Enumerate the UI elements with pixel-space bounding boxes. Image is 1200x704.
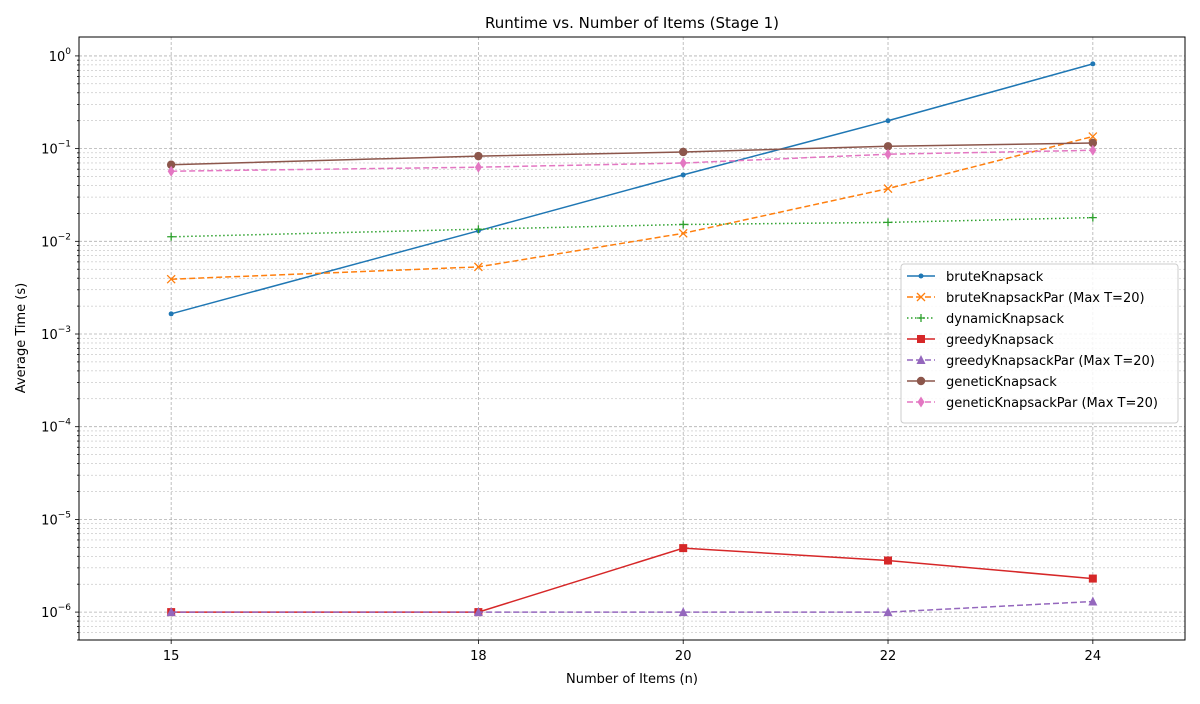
legend-item: geneticKnapsack [907,375,1057,390]
data-point [885,118,891,124]
data-point [474,151,483,161]
legend: bruteKnapsack bruteKnapsackPar (Max T=20)… [900,263,1179,424]
series-line [171,135,1093,280]
data-point [884,148,892,160]
legend-label: greedyKnapsackPar (Max T=20) [946,354,1155,369]
data-point [1088,596,1098,606]
data-point [166,160,176,169]
data-point [1089,144,1097,156]
legend-marker [917,335,925,343]
legend-item: greedyKnapsack [907,333,1054,348]
legend-label: bruteKnapsack [946,270,1044,285]
legend-marker [917,396,925,408]
legend-marker [916,376,926,386]
series-geneticKnapsack [166,138,1098,169]
data-point [679,147,688,157]
data-point [168,311,174,317]
series-group [166,61,1098,617]
data-point [167,165,175,177]
legend-marker [918,273,924,279]
legend-item: greedyKnapsackPar (Max T=20) [907,354,1155,369]
legend-marker [916,355,926,364]
data-point [474,225,483,234]
data-point [1088,213,1097,222]
series-geneticKnapsackPar (Max T=20) [167,144,1097,177]
series-line [171,216,1093,238]
x-tick-label: 18 [470,649,487,664]
legend-label: geneticKnapsackPar (Max T=20) [946,396,1158,411]
data-point [883,184,893,194]
series-greedyKnapsack [167,544,1097,617]
y-tick-label: 10−5 [41,510,71,528]
series-line [171,142,1093,166]
y-tick-label: 10−1 [41,140,71,158]
series-greedyKnapsackPar (Max T=20) [166,596,1098,617]
legend-marker [917,314,925,322]
data-point [883,607,893,617]
data-point [679,220,688,229]
data-point [473,262,483,272]
x-tick-label: 15 [163,649,180,664]
data-point [884,556,893,565]
y-tick-label: 10−4 [41,418,71,436]
series-line [171,547,1093,613]
legend-marker [916,292,926,302]
data-point [679,157,687,169]
data-point [678,607,688,617]
legend-box [900,263,1179,424]
data-point [473,607,483,617]
data-point [166,607,176,617]
y-tick-label: 10−3 [41,325,71,343]
data-point [1088,138,1098,148]
legend-item: geneticKnapsackPar (Max T=20) [907,396,1158,411]
legend-label: geneticKnapsack [946,375,1057,390]
data-point [678,228,688,238]
legend-item: dynamicKnapsack [907,312,1064,327]
data-point [680,172,686,178]
data-point [167,232,176,241]
legend-label: dynamicKnapsack [946,312,1064,327]
x-axis-label: Number of Items (n) [566,672,698,687]
data-point [884,218,893,227]
legend-item: bruteKnapsackPar (Max T=20) [907,291,1145,306]
data-point [1088,574,1097,583]
data-point [474,161,482,173]
series-bruteKnapsack [168,61,1096,317]
legend-item: bruteKnapsack [907,270,1044,285]
x-tick-label: 22 [880,649,897,664]
x-tick-label: 20 [675,649,692,664]
series-line [171,149,1093,172]
y-axis-label: Average Time (s) [14,283,29,393]
legend-label: greedyKnapsack [946,333,1054,348]
y-tick-label: 100 [49,47,72,65]
series-bruteKnapsackPar (Max T=20) [166,132,1098,284]
data-point [166,274,176,284]
chart-title: Runtime vs. Number of Items (Stage 1) [485,14,779,32]
data-point [1090,61,1096,67]
data-point [883,142,893,151]
y-tick-label: 10−2 [41,232,71,250]
series-line [171,600,1093,613]
data-point [679,544,688,553]
legend-label: bruteKnapsackPar (Max T=20) [946,291,1145,306]
y-tick-label: 10−6 [41,603,71,621]
series-dynamicKnapsack [167,213,1097,241]
x-tick-label: 24 [1085,649,1102,664]
data-point [1088,132,1098,141]
